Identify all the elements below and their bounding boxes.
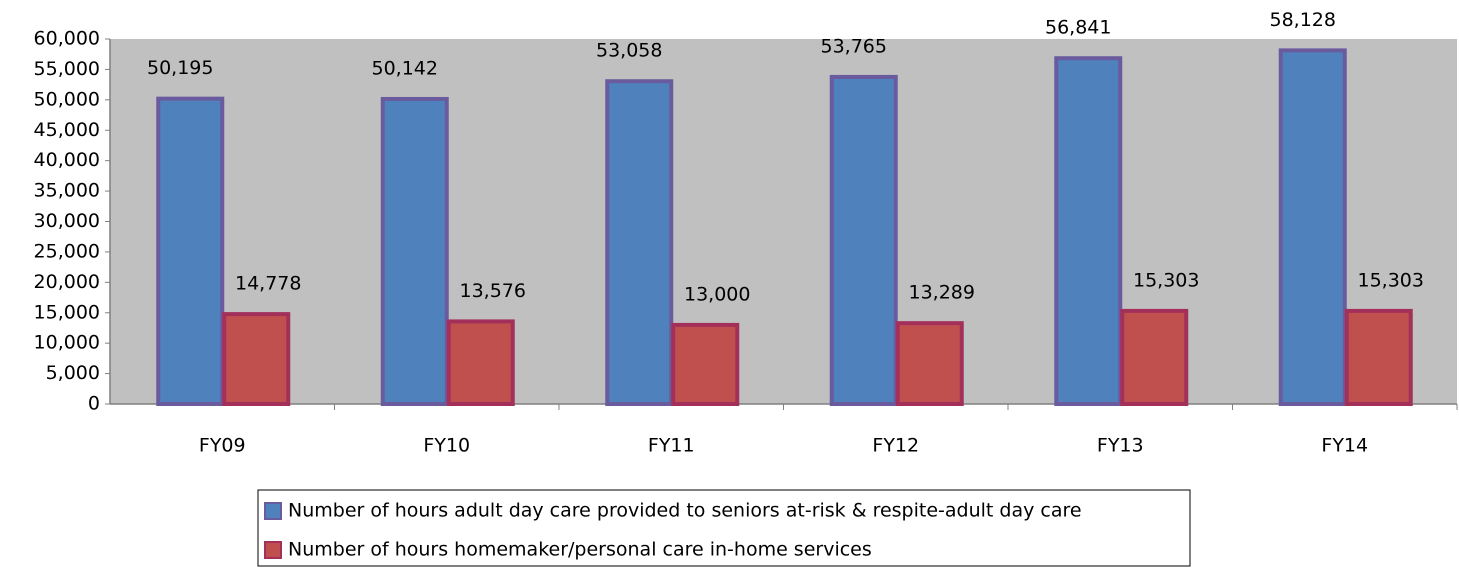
x-tick-label: FY11 — [648, 435, 695, 457]
value-label: 15,303 — [1133, 269, 1199, 291]
y-tick-label: 10,000 — [34, 332, 100, 354]
y-tick-label: 60,000 — [34, 28, 100, 50]
y-tick-label: 0 — [88, 393, 100, 415]
bar — [156, 96, 225, 406]
plot-area — [110, 39, 1457, 404]
x-tick-label: FY10 — [423, 435, 470, 457]
y-tick-label: 5,000 — [46, 362, 100, 384]
x-tick-label: FY13 — [1097, 435, 1144, 457]
y-tick-label: 45,000 — [34, 119, 100, 141]
bar — [380, 96, 449, 406]
value-label: 15,303 — [1358, 269, 1424, 291]
y-tick-label: 20,000 — [34, 271, 100, 293]
value-label: 13,000 — [684, 283, 750, 305]
x-tick-label: FY09 — [199, 435, 246, 457]
x-tick-label: FY12 — [872, 435, 919, 457]
value-label: 53,765 — [821, 35, 887, 57]
bar — [1344, 308, 1413, 406]
value-label: 56,841 — [1045, 17, 1111, 39]
bar — [1278, 48, 1347, 406]
bar — [605, 79, 674, 406]
value-label: 50,195 — [147, 57, 213, 79]
bar — [671, 322, 740, 406]
value-label: 13,289 — [909, 282, 975, 304]
y-tick-label: 40,000 — [34, 149, 100, 171]
bar — [1054, 56, 1123, 406]
legend-label: Number of hours homemaker/personal care … — [288, 539, 872, 561]
bar — [1120, 308, 1189, 406]
legend — [257, 489, 1191, 567]
value-label: 53,058 — [596, 40, 662, 62]
bar — [222, 312, 291, 406]
y-tick-label: 50,000 — [34, 88, 100, 110]
y-tick-label: 25,000 — [34, 240, 100, 262]
legend-swatch — [264, 502, 282, 520]
value-label: 13,576 — [460, 280, 526, 302]
legend-swatch — [264, 541, 282, 559]
bar — [446, 319, 515, 406]
y-tick-label: 35,000 — [34, 180, 100, 202]
bar — [895, 321, 964, 406]
value-label: 14,778 — [235, 273, 301, 295]
y-tick-label: 15,000 — [34, 301, 100, 323]
bar — [829, 74, 898, 406]
value-label: 50,142 — [372, 57, 438, 79]
value-label: 58,128 — [1270, 9, 1336, 31]
y-tick-label: 55,000 — [34, 58, 100, 80]
x-tick-label: FY14 — [1321, 435, 1368, 457]
legend-label: Number of hours adult day care provided … — [288, 500, 1082, 522]
y-tick-label: 30,000 — [34, 210, 100, 232]
